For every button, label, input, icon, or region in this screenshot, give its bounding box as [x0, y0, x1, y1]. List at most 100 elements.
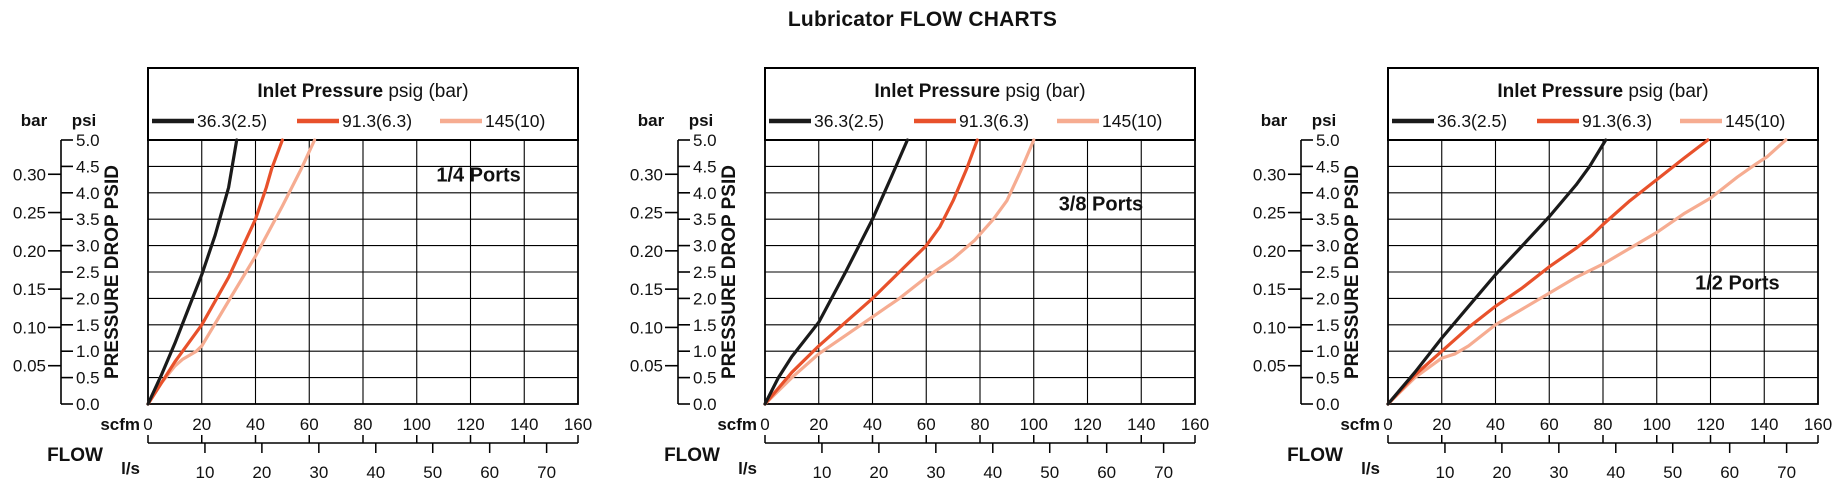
- psi-tick-label: 1.0: [693, 342, 717, 361]
- scfm-tick-label: 80: [354, 415, 373, 434]
- scfm-tick-label: 60: [917, 415, 936, 434]
- curve-91.3(6.3): [1386, 138, 1710, 406]
- bar-tick-label: 0.15: [13, 280, 46, 299]
- scfm-tick-label: 160: [1181, 415, 1209, 434]
- bar-tick-label: 0.25: [1253, 204, 1286, 223]
- psi-tick-label: 4.0: [693, 184, 717, 203]
- scfm-tick-label: 160: [564, 415, 592, 434]
- bar-tick-label: 0.20: [1253, 242, 1286, 261]
- ls-tick-label: 20: [252, 463, 271, 482]
- plot-border: [764, 139, 1196, 405]
- plot-border: [1387, 139, 1819, 405]
- bar-tick-label: 0.25: [13, 204, 46, 223]
- bar-tick-label: 0.15: [630, 280, 663, 299]
- scfm-tick-label: 80: [971, 415, 990, 434]
- port-size-label: 1/2 Ports: [1695, 273, 1779, 295]
- plot-border: [147, 139, 579, 405]
- flow-axis-label: FLOW: [1287, 445, 1343, 466]
- psi-tick-label: 3.0: [76, 237, 100, 256]
- bar-axis-header: bar: [638, 111, 665, 130]
- ls-unit-label: l/s: [738, 459, 757, 478]
- scfm-tick-label: 0: [143, 415, 152, 434]
- curve-145(10): [763, 138, 1036, 406]
- psi-tick-label: 3.5: [1316, 210, 1340, 229]
- psi-tick-label: 3.5: [76, 210, 100, 229]
- psi-tick-label: 3.5: [693, 210, 717, 229]
- flow-chart-three-eighths-ports: Inlet Pressure psig (bar) 36.3(2.5) 91.3(6…: [630, 67, 1209, 482]
- legend-title: Inlet Pressure psig (bar): [1497, 81, 1708, 102]
- scfm-tick-label: 100: [1643, 415, 1671, 434]
- curve-36.3(2.5): [146, 138, 239, 406]
- legend-label-145(10): 145(10): [485, 111, 545, 131]
- scfm-tick-label: 0: [760, 415, 769, 434]
- psi-tick-label: 5.0: [1316, 131, 1340, 150]
- port-size-label: 1/4 Ports: [436, 164, 520, 186]
- legend-label-36.3(2.5): 36.3(2.5): [1437, 111, 1507, 131]
- bar-tick-label: 0.30: [630, 165, 663, 184]
- psi-tick-label: 3.0: [1316, 237, 1340, 256]
- scfm-tick-label: 60: [300, 415, 319, 434]
- scfm-tick-label: 120: [456, 415, 484, 434]
- curve-36.3(2.5): [763, 138, 909, 406]
- ls-unit-label: l/s: [121, 459, 140, 478]
- psi-tick-label: 0.5: [1316, 369, 1340, 388]
- legend-label-145(10): 145(10): [1725, 111, 1785, 131]
- bar-tick-label: 0.20: [630, 242, 663, 261]
- bar-axis-header: bar: [21, 111, 48, 130]
- ls-unit-label: l/s: [1361, 459, 1380, 478]
- scfm-tick-label: 160: [1804, 415, 1832, 434]
- ls-tick-label: 70: [537, 463, 556, 482]
- scfm-tick-label: 80: [1594, 415, 1613, 434]
- ls-tick-label: 60: [1097, 463, 1116, 482]
- scfm-tick-label: 140: [510, 415, 538, 434]
- bar-tick-label: 0.10: [1253, 318, 1286, 337]
- psi-tick-label: 4.5: [693, 157, 717, 176]
- psi-tick-label: 4.0: [1316, 184, 1340, 203]
- y-axis-title: PRESSURE DROP PSID: [102, 165, 123, 379]
- ls-tick-label: 70: [1154, 463, 1173, 482]
- curve-36.3(2.5): [1386, 138, 1608, 406]
- psi-axis-header: psi: [1312, 111, 1337, 130]
- scfm-tick-label: 60: [1540, 415, 1559, 434]
- bar-axis-header: bar: [1261, 111, 1288, 130]
- page-title: Lubricator FLOW CHARTS: [787, 8, 1058, 31]
- psi-tick-label: 2.0: [693, 289, 717, 308]
- psi-tick-label: 0.0: [1316, 395, 1340, 414]
- ls-tick-label: 50: [1663, 463, 1682, 482]
- psi-tick-label: 2.5: [693, 263, 717, 282]
- ls-tick-label: 40: [366, 463, 385, 482]
- psi-tick-label: 4.5: [1316, 157, 1340, 176]
- psi-tick-label: 1.5: [1316, 316, 1340, 335]
- psi-tick-label: 1.0: [76, 342, 100, 361]
- scfm-tick-label: 140: [1750, 415, 1778, 434]
- scfm-tick-label: 120: [1696, 415, 1724, 434]
- scfm-tick-label: 100: [1020, 415, 1048, 434]
- bar-tick-label: 0.30: [1253, 165, 1286, 184]
- bar-tick-label: 0.05: [1253, 357, 1286, 376]
- ls-tick-label: 60: [480, 463, 499, 482]
- curve-91.3(6.3): [146, 138, 284, 406]
- ls-tick-label: 10: [812, 463, 831, 482]
- flow-chart-quarter-ports: Inlet Pressure psig (bar) 36.3(2.5) 91.3(6…: [13, 67, 592, 482]
- ls-tick-label: 30: [309, 463, 328, 482]
- ls-tick-label: 50: [423, 463, 442, 482]
- y-axis-title: PRESSURE DROP PSID: [1342, 165, 1363, 379]
- scfm-tick-label: 20: [192, 415, 211, 434]
- ls-tick-label: 40: [983, 463, 1002, 482]
- flow-chart-half-ports: Inlet Pressure psig (bar) 36.3(2.5) 91.3(6…: [1253, 67, 1832, 482]
- legend-label-36.3(2.5): 36.3(2.5): [814, 111, 884, 131]
- curve-145(10): [1386, 138, 1788, 406]
- curve-91.3(6.3): [763, 138, 979, 406]
- ls-tick-label: 20: [869, 463, 888, 482]
- psi-tick-label: 2.0: [1316, 289, 1340, 308]
- bar-tick-label: 0.10: [13, 318, 46, 337]
- psi-tick-label: 2.5: [76, 263, 100, 282]
- scfm-tick-label: 140: [1127, 415, 1155, 434]
- legend-title: Inlet Pressure psig (bar): [257, 81, 468, 102]
- ls-tick-label: 70: [1777, 463, 1796, 482]
- ls-tick-label: 10: [195, 463, 214, 482]
- bar-tick-label: 0.20: [13, 242, 46, 261]
- ls-tick-label: 60: [1720, 463, 1739, 482]
- bar-tick-label: 0.05: [630, 357, 663, 376]
